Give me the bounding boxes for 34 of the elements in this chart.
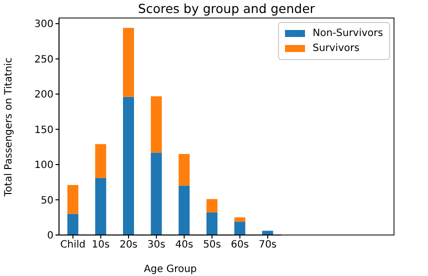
y-axis-title: Total Passengers on Titatnic xyxy=(4,58,15,198)
legend-label: Non-Survivors xyxy=(312,28,383,39)
bar xyxy=(234,217,246,222)
bar xyxy=(178,186,190,235)
y-tick-label: 200 xyxy=(34,90,54,101)
x-axis-title: Age Group xyxy=(144,264,197,275)
y-tick-label: 50 xyxy=(40,195,54,206)
x-tick-label: 70s xyxy=(258,240,277,251)
bar xyxy=(234,222,246,235)
x-tick-label: 50s xyxy=(203,240,221,251)
bar xyxy=(122,28,134,97)
y-tick-label: 0 xyxy=(47,230,54,242)
x-tick-label: 30s xyxy=(147,240,166,251)
x-tick-label: 10s xyxy=(92,240,110,251)
bar xyxy=(67,214,78,235)
y-tick-label: 300 xyxy=(34,19,54,30)
bar xyxy=(150,152,162,235)
chart-title: Scores by group and gender xyxy=(137,1,316,16)
x-tick-label: 60s xyxy=(230,240,249,251)
bar xyxy=(95,178,106,235)
bar xyxy=(206,199,218,212)
bar xyxy=(178,154,190,186)
bar xyxy=(206,212,218,235)
bar xyxy=(95,144,106,178)
x-tick-label: Child xyxy=(60,240,86,251)
x-tick-label: 20s xyxy=(120,240,138,251)
bar xyxy=(122,96,134,235)
bar xyxy=(67,184,78,214)
y-tick-label: 100 xyxy=(34,160,54,172)
x-tick-label: 40s xyxy=(175,240,194,251)
y-tick-label: 150 xyxy=(34,124,54,136)
legend-label: Survivors xyxy=(312,43,360,54)
bar xyxy=(150,96,162,153)
y-tick-label: 250 xyxy=(34,54,54,66)
